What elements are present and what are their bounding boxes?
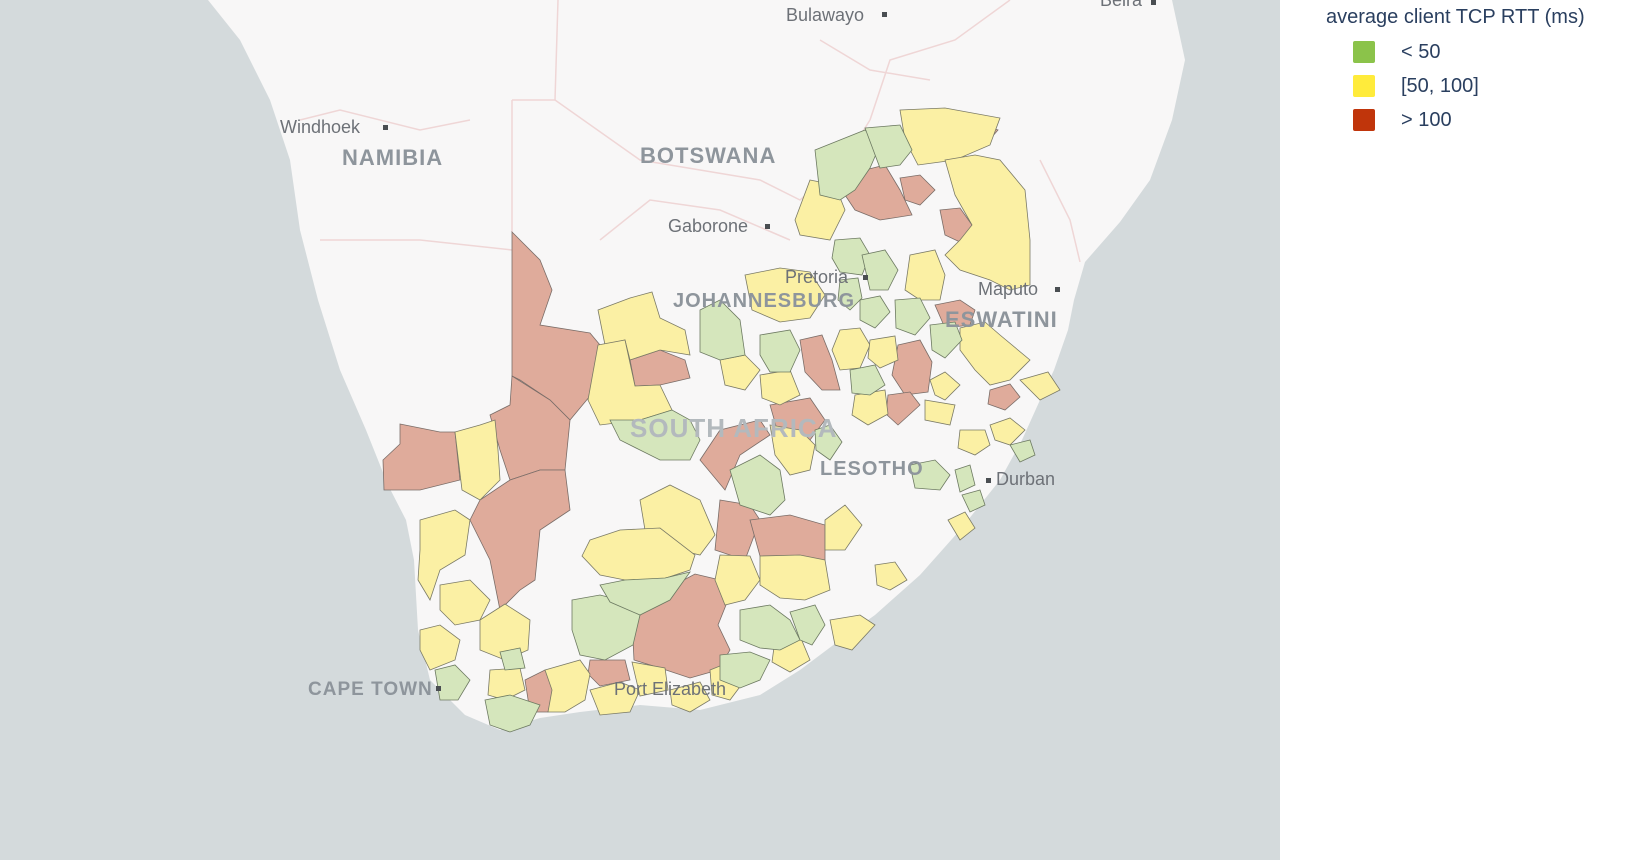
- label-durban: Durban: [996, 469, 1055, 489]
- label-johannesburg: JOHANNESBURG: [673, 290, 855, 312]
- label-port-elizabeth: Port Elizabeth: [614, 679, 726, 699]
- label-pretoria: Pretoria: [785, 267, 849, 287]
- label-gaborone: Gaborone: [668, 216, 748, 236]
- regions-green: [434, 124, 1036, 733]
- legend-swatch-yellow: [1353, 75, 1375, 97]
- legend-title: average client TCP RTT (ms): [1326, 6, 1585, 28]
- regions-red: [382, 123, 1021, 713]
- label-bulawayo: Bulawayo: [786, 5, 864, 25]
- label-lesotho: LESOTHO: [820, 458, 924, 480]
- label-maputo: Maputo: [978, 279, 1038, 299]
- legend-label-low: < 50: [1401, 40, 1441, 63]
- legend-swatch-green: [1353, 41, 1375, 63]
- regions-yellow: [417, 107, 1061, 716]
- map-view[interactable]: Bulawayo Beira Windhoek NAMIBIA BOTSWANA…: [0, 0, 1280, 860]
- legend-label-high: > 100: [1401, 108, 1452, 131]
- label-south-africa: SOUTH AFRICA: [630, 413, 837, 443]
- city-markers: [383, 0, 1156, 691]
- label-botswana: BOTSWANA: [640, 143, 776, 168]
- label-beira: Beira: [1100, 0, 1143, 10]
- label-eswatini: ESWATINI: [945, 307, 1058, 332]
- legend-label-mid: [50, 100]: [1401, 74, 1479, 97]
- legend-item-mid[interactable]: [50, 100]: [1353, 69, 1618, 103]
- label-windhoek: Windhoek: [280, 117, 361, 137]
- legend-swatch-red: [1353, 109, 1375, 131]
- label-namibia: NAMIBIA: [342, 145, 443, 170]
- legend-item-low[interactable]: < 50: [1353, 35, 1618, 69]
- map-canvas: Bulawayo Beira Windhoek NAMIBIA BOTSWANA…: [208, 0, 1185, 733]
- legend: average client TCP RTT (ms) < 50 [50, 10…: [1318, 6, 1618, 137]
- legend-item-high[interactable]: > 100: [1353, 103, 1618, 137]
- map-labels: Bulawayo Beira Windhoek NAMIBIA BOTSWANA…: [280, 0, 1143, 700]
- label-cape-town: CAPE TOWN: [308, 679, 433, 700]
